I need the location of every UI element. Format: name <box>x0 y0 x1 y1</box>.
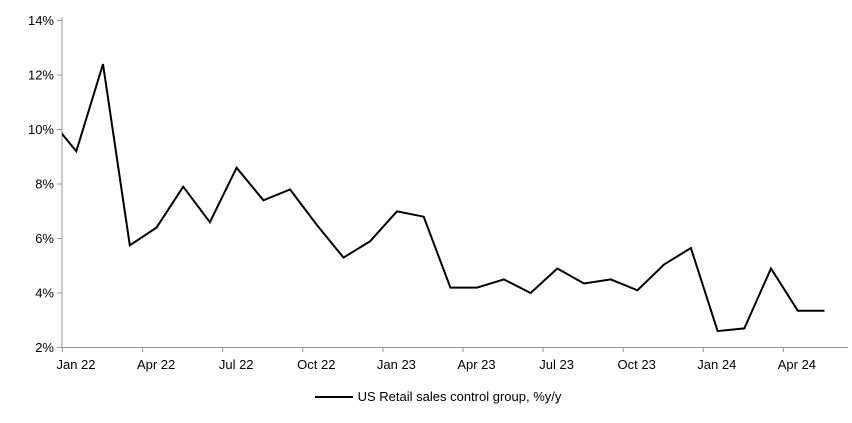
x-tick-label: Apr 22 <box>137 357 175 372</box>
legend-line-swatch <box>314 395 353 398</box>
y-tick-label: 14% <box>28 13 54 28</box>
x-tick-label: Jan 23 <box>377 357 416 372</box>
y-tick-label: 8% <box>35 177 54 192</box>
plot-area: 2% 4% 6% 8% 10% 12% 14% Jan 22 Apr 22 Jul 22 Oct 2… <box>28 13 848 372</box>
y-tick-label: 12% <box>28 68 54 83</box>
x-tick-label: Apr 24 <box>778 357 816 372</box>
legend: US Retail sales control group, %y/y <box>0 389 852 404</box>
x-tick-label: Jan 22 <box>56 357 95 372</box>
x-tick-label: Jul 22 <box>219 357 254 372</box>
y-tick-label: 2% <box>35 340 54 355</box>
legend-label: US Retail sales control group, %y/y <box>357 389 562 404</box>
y-tick-label: 10% <box>28 122 54 137</box>
x-tick-label: Jul 23 <box>539 357 574 372</box>
x-tick-label: Oct 22 <box>297 357 335 372</box>
y-tick-label: 6% <box>35 231 54 246</box>
data-line-retail-sales <box>62 63 825 333</box>
x-tick-label: Oct 23 <box>618 357 656 372</box>
x-tick-label: Jan 24 <box>697 357 736 372</box>
y-tick-label: 4% <box>35 286 54 301</box>
legend-entry: US Retail sales control group, %y/y <box>314 389 562 404</box>
x-tick-label: Apr 23 <box>457 357 495 372</box>
